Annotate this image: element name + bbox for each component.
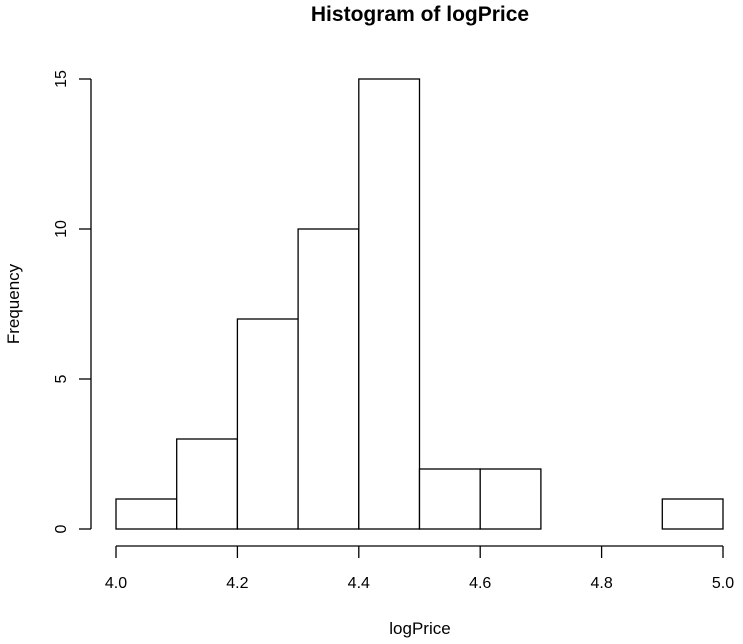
y-axis-label: Frequency (4, 263, 23, 344)
histogram-bar-3 (297, 228, 360, 530)
y-tick-label-2: 10 (53, 220, 70, 238)
x-tick-label-0: 4.0 (105, 575, 127, 592)
chart-title: Histogram of logPrice (311, 3, 529, 26)
y-tick-label-0: 0 (53, 524, 70, 533)
x-axis-label: logPrice (389, 619, 450, 638)
histogram-bar-9 (661, 498, 724, 530)
histogram-bar-5 (418, 468, 481, 530)
x-tick-label-1: 4.2 (226, 575, 248, 592)
y-axis: 0 5 10 15 (53, 70, 92, 533)
x-axis: 4.0 4.2 4.4 4.6 4.8 5.0 (105, 545, 734, 592)
histogram-bar-0 (115, 498, 178, 530)
histogram-bar-1 (176, 438, 239, 530)
histogram-bar-6 (479, 468, 542, 530)
x-tick-label-3: 4.6 (469, 575, 491, 592)
x-tick-label-4: 4.8 (590, 575, 612, 592)
histogram-bar-4 (358, 78, 421, 530)
x-tick-label-5: 5.0 (712, 575, 734, 592)
y-tick-label-1: 5 (53, 374, 70, 383)
bars-group (115, 78, 724, 530)
x-tick-label-2: 4.4 (348, 575, 370, 592)
y-tick-label-3: 15 (53, 70, 70, 88)
histogram-bar-2 (236, 318, 299, 530)
